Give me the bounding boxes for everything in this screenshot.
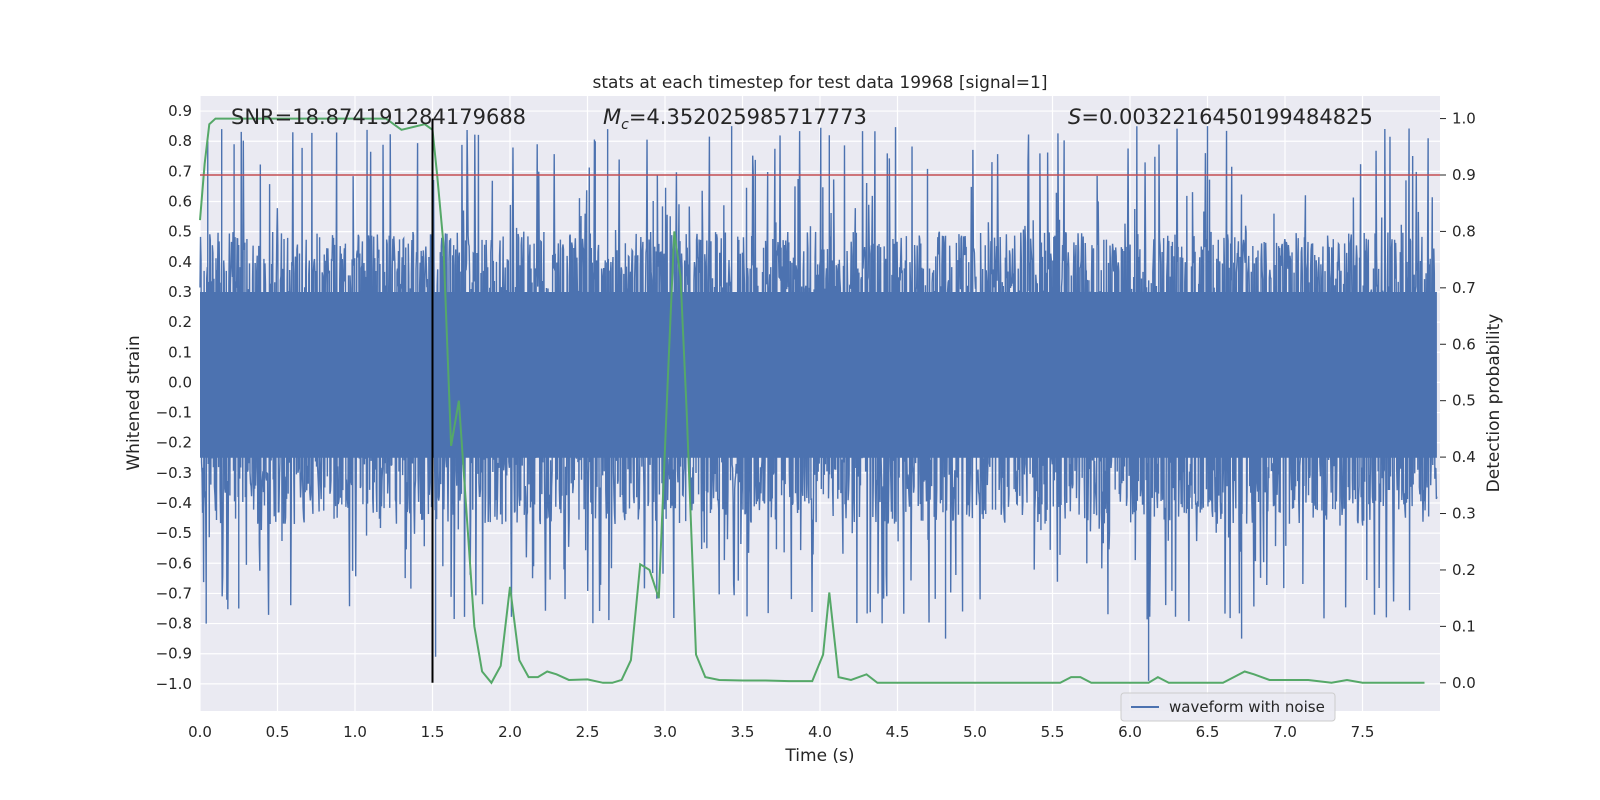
y2-tick-label: 1.0 <box>1452 110 1476 128</box>
y-tick-label: −0.2 <box>156 434 192 452</box>
snr-annotation: SNR=18.874191284179688 <box>231 105 526 129</box>
probability-series <box>199 117 1425 685</box>
chart-title: stats at each timestep for test data 199… <box>593 73 1048 93</box>
x-tick-label: 6.5 <box>1196 723 1220 741</box>
y-tick-label: 0.6 <box>168 193 192 211</box>
y-tick-label: 0.7 <box>168 162 192 180</box>
y2-axis-ticks: 1.0 0.9 0.8 0.7 0.6 0.5 0.4 0.3 0.2 0.1 0.0 <box>1440 110 1476 692</box>
x-tick-label: 5.5 <box>1041 723 1065 741</box>
y2-tick-label: 0.5 <box>1452 392 1476 410</box>
y-tick-label: −0.8 <box>156 615 192 633</box>
y2-axis-label: Detection probability <box>1484 314 1504 493</box>
y2-tick-label: 0.9 <box>1452 166 1476 184</box>
x-tick-label: 1.0 <box>343 723 367 741</box>
x-tick-label: 3.0 <box>653 723 677 741</box>
y2-tick-label: 0.8 <box>1452 222 1476 240</box>
overlays <box>200 118 1440 683</box>
y2-tick-label: 0.6 <box>1452 335 1476 353</box>
mc-value: =4.352025985717773 <box>629 105 867 129</box>
x-tick-label: 4.0 <box>808 723 832 741</box>
y-tick-label: 0.8 <box>168 132 192 150</box>
x-tick-label: 7.5 <box>1351 723 1375 741</box>
y2-tick-label: 0.7 <box>1452 279 1476 297</box>
y-tick-label: 0.4 <box>168 253 192 271</box>
x-tick-label: 6.0 <box>1118 723 1142 741</box>
y-tick-label: −0.9 <box>156 645 192 663</box>
y-tick-label: 0.9 <box>168 102 192 120</box>
s-annotation: S=0.0032216450199484825 <box>1068 105 1373 129</box>
legend-label: waveform with noise <box>1169 698 1325 716</box>
y-tick-label: −0.6 <box>156 554 192 572</box>
y-axis-label: Whitened strain <box>124 335 144 470</box>
y-tick-label: 0.3 <box>168 283 192 301</box>
legend-box <box>1120 692 1336 722</box>
chirp-mass-annotation: Mc=4.352025985717773 <box>603 105 867 133</box>
y2-tick-label: 0.0 <box>1452 674 1476 692</box>
y2-tick-label: 0.1 <box>1452 617 1476 635</box>
x-axis-label: Time (s) <box>784 746 854 766</box>
y-tick-label: 0.5 <box>168 223 192 241</box>
waveform-series <box>199 123 1438 681</box>
x-tick-label: 0.0 <box>188 723 212 741</box>
x-tick-label: 1.5 <box>421 723 445 741</box>
x-tick-label: 2.5 <box>576 723 600 741</box>
y-tick-label: −0.4 <box>156 494 192 512</box>
y2-tick-label: 0.2 <box>1452 561 1476 579</box>
y-tick-label: −0.5 <box>156 524 192 542</box>
legend: waveform with noise <box>1120 692 1336 722</box>
x-tick-label: 4.5 <box>886 723 910 741</box>
s-symbol: S <box>1068 105 1081 129</box>
waveform-core-band <box>200 291 1437 458</box>
x-tick-label: 3.5 <box>731 723 755 741</box>
y-tick-label: −1.0 <box>156 675 192 693</box>
y-tick-label: 0.2 <box>168 313 192 331</box>
x-tick-label: 5.0 <box>963 723 987 741</box>
mc-symbol: M <box>603 105 621 129</box>
y-tick-label: 0.1 <box>168 343 192 361</box>
y2-tick-label: 0.4 <box>1452 448 1476 466</box>
y-tick-label: −0.3 <box>156 464 192 482</box>
x-tick-label: 7.0 <box>1273 723 1297 741</box>
y-axis-ticks: 0.9 0.8 0.7 0.6 0.5 0.4 0.3 0.2 0.1 0.0 −0.1 −0.2 −0… <box>156 102 192 693</box>
x-axis-ticks: 0.0 0.5 1.0 1.5 2.0 2.5 3.0 3.5 4.0 4.5 5.0 5.5 6.0 6… <box>188 723 1374 741</box>
x-tick-label: 0.5 <box>266 723 290 741</box>
y-tick-label: −0.7 <box>156 584 192 602</box>
y-tick-label: 0.0 <box>168 373 192 391</box>
y2-tick-label: 0.3 <box>1452 505 1476 523</box>
x-tick-label: 2.0 <box>498 723 522 741</box>
s-value: =0.0032216450199484825 <box>1081 105 1373 129</box>
mc-subscript: c <box>621 117 629 133</box>
probability-line <box>199 117 1425 685</box>
y-tick-label: −0.1 <box>156 404 192 422</box>
